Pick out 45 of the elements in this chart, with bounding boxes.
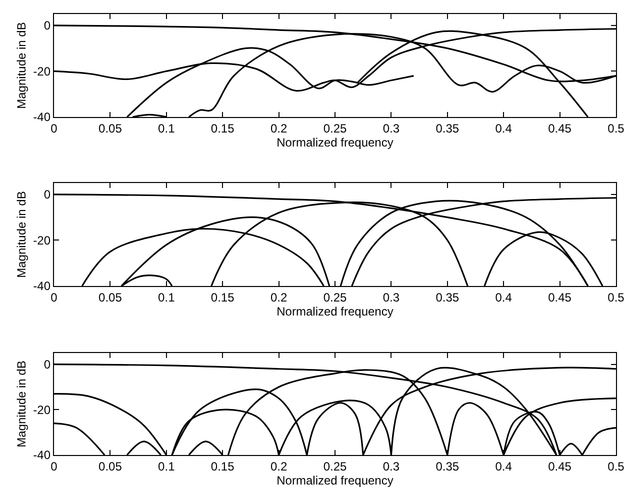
x-tick-label: 0.45 [548, 290, 572, 304]
y-tick-label: 0 [44, 188, 51, 202]
x-tick-label: 0.4 [495, 290, 512, 304]
y-axis-title: Magnitude in dB [14, 360, 28, 448]
x-tick-label: 0.15 [210, 122, 235, 136]
x-tick-label: 0.1 [158, 460, 176, 474]
x-tick-label: 0.5 [608, 460, 625, 474]
x-tick-label: 0.5 [608, 290, 625, 304]
y-tick-label: -40 [33, 448, 51, 462]
x-tick-label: 0.05 [98, 122, 122, 136]
x-tick-label: 0.35 [436, 290, 460, 304]
x-tick-label: 0.25 [323, 460, 347, 474]
x-tick-label: 0.15 [210, 290, 235, 304]
y-tick-label: -20 [33, 402, 51, 417]
y-tick-label: -20 [33, 64, 51, 78]
x-tick-label: 0.35 [436, 460, 460, 474]
x-tick-label: 0.1 [158, 122, 176, 136]
x-tick-label: 0.2 [270, 290, 288, 304]
y-tick-label: -40 [33, 279, 51, 294]
x-tick-label: 0.1 [158, 290, 176, 304]
x-tick-label: 0.5 [608, 122, 625, 136]
x-axis-title: Normalized frequency [276, 304, 394, 318]
x-tick-label: 0.4 [495, 460, 512, 474]
x-axis-title: Normalized frequency [276, 136, 394, 150]
x-tick-label: 0.35 [436, 122, 460, 136]
x-tick-label: 0.4 [495, 122, 512, 136]
y-tick-label: -20 [33, 233, 51, 248]
x-axis-title: Normalized frequency [276, 474, 394, 488]
y-tick-label: 0 [44, 18, 51, 33]
x-tick-label: 0.45 [548, 460, 572, 474]
y-tick-label: -40 [33, 110, 51, 124]
x-tick-label: 0.45 [548, 122, 572, 136]
x-tick-label: 0.2 [270, 122, 288, 136]
x-tick-label: 0.25 [323, 290, 347, 304]
x-tick-label: 0.2 [270, 460, 288, 474]
x-tick-label: 0.05 [98, 290, 122, 304]
x-tick-label: 0.15 [210, 460, 235, 474]
x-tick-label: 0.25 [323, 122, 347, 136]
y-axis-title: Magnitude in dB [14, 191, 28, 278]
x-tick-label: 0.05 [98, 460, 122, 474]
x-tick-label: 0.3 [382, 460, 400, 474]
y-axis-title: Magnitude in dB [14, 22, 28, 109]
x-tick-label: 0.3 [382, 290, 400, 304]
x-tick-label: 0.3 [382, 122, 400, 136]
y-tick-label: 0 [44, 358, 51, 372]
